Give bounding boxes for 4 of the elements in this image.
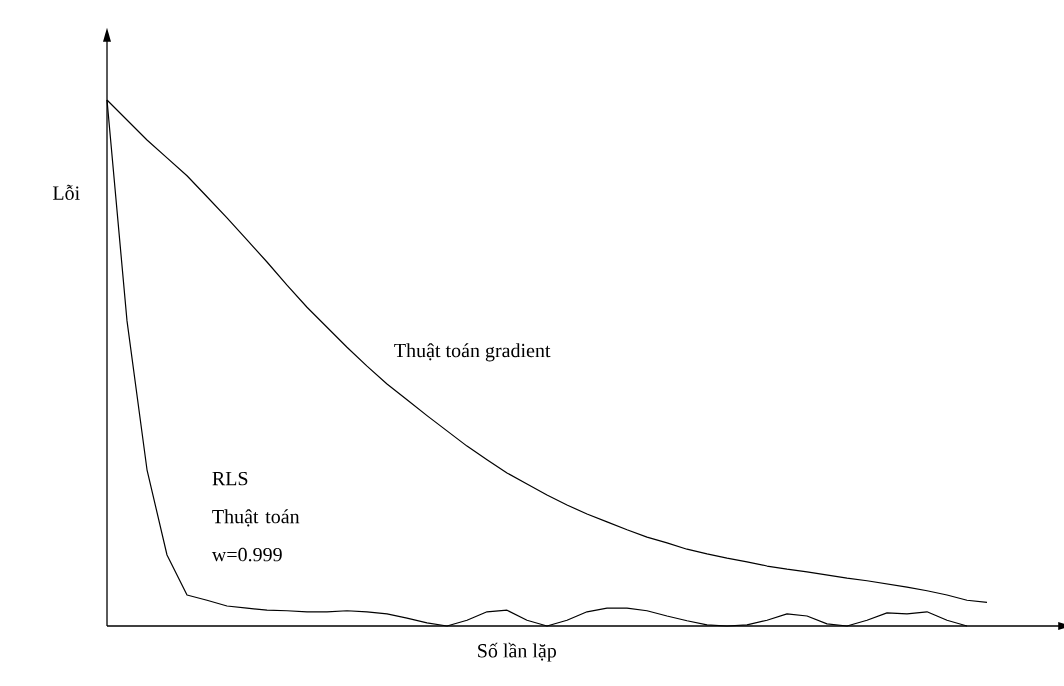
series-label: RLS Thuật toán w=0.999 xyxy=(211,471,300,562)
series-label: Thuật toán gradient xyxy=(394,343,551,362)
y-axis-title: Lỗi xyxy=(52,184,80,200)
x-axis-title: Số lần lặp xyxy=(478,642,557,662)
